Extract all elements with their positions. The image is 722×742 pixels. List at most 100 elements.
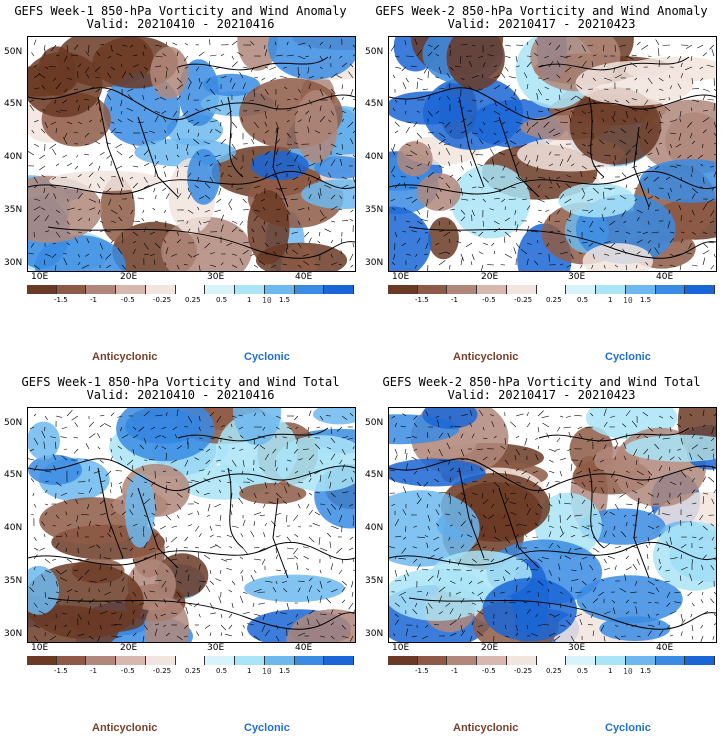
- colorbar-segment: [685, 285, 715, 294]
- colorbar-segment: [685, 656, 715, 665]
- colorbar-segment: [235, 285, 265, 294]
- longitude-label: 40E: [656, 643, 674, 653]
- colorbar-tick-label: 0.5: [216, 296, 228, 304]
- colorbar-segment: [566, 285, 597, 294]
- latitude-label: 35N: [4, 205, 23, 215]
- colorbar-segment: [27, 285, 57, 294]
- colorbar-segment: [145, 656, 176, 665]
- longitude-label: 20E: [120, 643, 138, 653]
- colorbar-tick-label: 1: [247, 296, 252, 304]
- colorbar-segment: [205, 285, 236, 294]
- vorticity-wind-map: [27, 36, 356, 272]
- colorbar: [27, 285, 354, 294]
- longitude-label: 10E: [31, 272, 49, 282]
- colorbar-tick-label: 1: [608, 296, 613, 304]
- longitude-label: 10E: [392, 643, 410, 653]
- anticyclonic-legend-label: Anticyclonic: [92, 351, 158, 363]
- longitude-label: 10E: [392, 272, 410, 282]
- cyclonic-legend-label: Cyclonic: [605, 722, 651, 734]
- colorbar-tick-label: -1.5: [415, 296, 429, 304]
- map-panel: GEFS Week-2 850-hPa Vorticity and Wind A…: [361, 0, 722, 371]
- panel-valid-dates: Valid: 20210417 - 20210423: [447, 17, 636, 31]
- colorbar-segment: [477, 656, 507, 665]
- colorbar-tick-label: 1: [247, 667, 252, 675]
- anticyclonic-legend-label: Anticyclonic: [92, 722, 158, 734]
- colorbar-tick-label: -0.25: [153, 667, 172, 675]
- longitude-label: 20E: [120, 272, 138, 282]
- colorbar-segment: [324, 285, 354, 294]
- latitude-label: 45N: [365, 99, 384, 109]
- colorbar-tick-label: -1: [90, 667, 97, 675]
- map-panel: GEFS Week-1 850-hPa Vorticity and Wind A…: [0, 0, 361, 371]
- panel-title: GEFS Week-1 850-hPa Vorticity and Wind T…: [21, 375, 340, 389]
- reference-vector-label: 10: [623, 296, 633, 305]
- colorbar-segment: [596, 656, 626, 665]
- colorbar-tick-label: 0.5: [577, 667, 589, 675]
- colorbar-tick-label: -0.5: [121, 296, 135, 304]
- latitude-label: 35N: [365, 576, 384, 586]
- colorbar-segment: [324, 656, 354, 665]
- vorticity-wind-map: [388, 407, 717, 643]
- colorbar-segment: [116, 656, 146, 665]
- latitude-label: 35N: [4, 576, 23, 586]
- colorbar-tick-label: 0.25: [185, 667, 201, 675]
- longitude-label: 30E: [207, 643, 225, 653]
- colorbar-segment: [86, 656, 117, 665]
- colorbar-segment: [388, 285, 418, 294]
- longitude-label: 20E: [481, 272, 499, 282]
- map-panel: GEFS Week-2 850-hPa Vorticity and Wind T…: [361, 371, 722, 742]
- colorbar-segment: [596, 285, 626, 294]
- colorbar-segment: [86, 285, 117, 294]
- colorbar-segment: [536, 285, 567, 294]
- vorticity-wind-map: [388, 36, 717, 272]
- latitude-label: 45N: [4, 470, 23, 480]
- colorbar-tick-label: -1.5: [54, 296, 68, 304]
- latitude-label: 45N: [4, 99, 23, 109]
- colorbar-tick-label: -1.5: [54, 667, 68, 675]
- colorbar-tick-label: 0.25: [185, 296, 201, 304]
- panel-valid-dates: Valid: 20210410 - 20210416: [86, 388, 275, 402]
- panel-valid-dates: Valid: 20210410 - 20210416: [86, 17, 275, 31]
- colorbar-tick-label: -1: [90, 296, 97, 304]
- anticyclonic-legend-label: Anticyclonic: [453, 351, 519, 363]
- panel-valid-dates: Valid: 20210417 - 20210423: [447, 388, 636, 402]
- colorbar-segment: [566, 656, 597, 665]
- colorbar-tick-label: 0.5: [216, 667, 228, 675]
- longitude-label: 20E: [481, 643, 499, 653]
- colorbar-tick-label: 1.5: [279, 296, 291, 304]
- colorbar-segment: [417, 285, 448, 294]
- anticyclonic-legend-label: Anticyclonic: [453, 722, 519, 734]
- colorbar-segment: [506, 656, 537, 665]
- reference-vector-label: 10: [262, 667, 272, 676]
- longitude-label: 40E: [295, 272, 313, 282]
- colorbar-segment: [447, 285, 478, 294]
- cyclonic-legend-label: Cyclonic: [244, 722, 290, 734]
- colorbar-segment: [56, 285, 87, 294]
- colorbar-tick-label: -0.5: [121, 667, 135, 675]
- colorbar-segment: [655, 656, 686, 665]
- colorbar-segment: [655, 285, 686, 294]
- colorbar-tick-label: -1: [451, 296, 458, 304]
- colorbar-tick-label: -1.5: [415, 667, 429, 675]
- colorbar-segment: [294, 285, 325, 294]
- longitude-label: 10E: [31, 643, 49, 653]
- panel-title: GEFS Week-2 850-hPa Vorticity and Wind T…: [382, 375, 701, 389]
- latitude-label: 30N: [365, 258, 384, 268]
- colorbar-tick-label: 1: [608, 667, 613, 675]
- colorbar-tick-label: -0.25: [153, 296, 172, 304]
- latitude-label: 30N: [365, 629, 384, 639]
- colorbar-segment: [417, 656, 448, 665]
- colorbar: [27, 656, 354, 665]
- colorbar-segment: [175, 285, 206, 294]
- latitude-label: 30N: [4, 629, 23, 639]
- colorbar-tick-label: 1.5: [640, 296, 652, 304]
- map-panel: GEFS Week-1 850-hPa Vorticity and Wind T…: [0, 371, 361, 742]
- colorbar-segment: [175, 656, 206, 665]
- latitude-label: 50N: [365, 418, 384, 428]
- colorbar: [388, 656, 715, 665]
- reference-vector-label: 10: [623, 667, 633, 676]
- longitude-label: 30E: [207, 272, 225, 282]
- colorbar-tick-label: -0.5: [482, 296, 496, 304]
- colorbar-tick-label: 0.5: [577, 296, 589, 304]
- colorbar-segment: [145, 285, 176, 294]
